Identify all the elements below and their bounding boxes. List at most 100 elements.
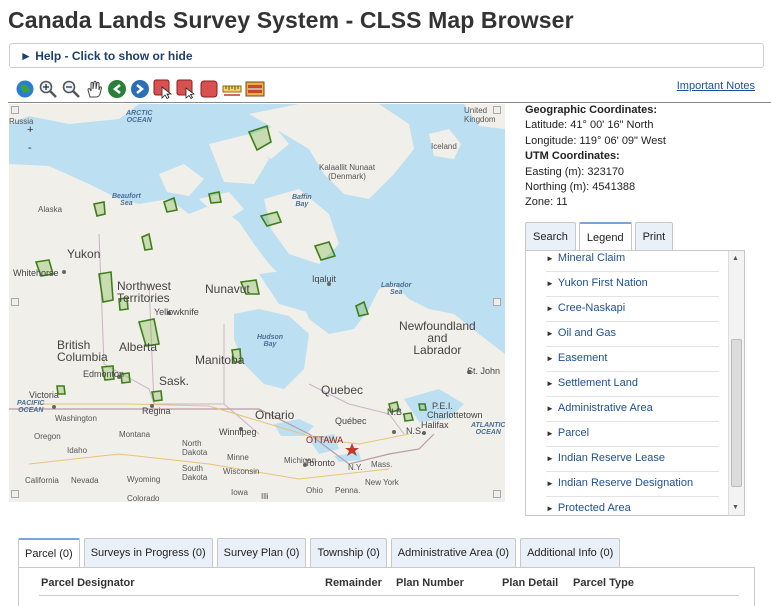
legend-item-parcel[interactable]: ► Parcel (546, 422, 719, 447)
tab-township[interactable]: Township (0) (310, 538, 387, 567)
zoom-out-icon[interactable] (61, 79, 81, 99)
label-ottawa: OTTAWA (306, 435, 344, 445)
label-nevada: Nevada (71, 476, 99, 485)
map-zoom-out[interactable]: - (28, 142, 32, 154)
label-british-columbia: British Columbia (57, 338, 108, 364)
label-nwt: Northwest Territories (117, 279, 172, 305)
label-quebec-city: Québec (335, 416, 367, 426)
label-manitoba: Manitoba (195, 353, 245, 367)
geo-coords-heading: Geographic Coordinates: (525, 104, 658, 116)
legend-item-protected-area[interactable]: ► Protected Area (546, 502, 631, 514)
legend-item-cree-naskapi[interactable]: ► Cree-Naskapi (546, 297, 719, 322)
legend-item-yukon-first-nation[interactable]: ► Yukon First Nation (546, 272, 719, 297)
map-view[interactable]: + - Russia ARCTIC OCEAN Kalaallit Nunaat… (9, 104, 505, 502)
latitude-value: Latitude: 41° 00' 16" North (525, 119, 654, 132)
easting-value: Easting (m): 323170 (525, 165, 625, 178)
utm-coords-heading: UTM Coordinates: (525, 150, 620, 163)
map-scale-icon[interactable] (245, 79, 265, 99)
select-arrow-icon[interactable] (153, 79, 173, 99)
measure-ruler-icon[interactable] (222, 79, 242, 99)
coordinates-panel: Geographic Coordinates: Latitude: 41° 00… (525, 103, 666, 211)
label-nunavut: Nunavut (205, 282, 250, 296)
col-remainder[interactable]: Remainder (325, 577, 382, 589)
label-ontario: Ontario (255, 408, 295, 422)
tab-legend[interactable]: Legend (578, 222, 632, 252)
col-parcel-type[interactable]: Parcel Type (573, 577, 634, 589)
important-notes-link[interactable]: Important Notes (676, 80, 755, 92)
pan-se-icon[interactable] (493, 490, 501, 498)
col-plan-detail[interactable]: Plan Detail (502, 577, 559, 589)
label-mass: Mass. (371, 460, 393, 469)
label-michigan: Michigan (284, 456, 317, 465)
scroll-thumb[interactable] (731, 339, 742, 487)
label-sask: Sask. (159, 374, 190, 388)
pan-hand-icon[interactable] (84, 79, 104, 99)
col-parcel-designator[interactable]: Parcel Designator (41, 577, 135, 589)
scroll-down-icon[interactable]: ▼ (732, 504, 739, 511)
globe-icon[interactable] (15, 79, 35, 99)
label-whitehorse: Whitehorse (13, 268, 59, 278)
tab-additional-info[interactable]: Additional Info (0) (520, 538, 621, 567)
label-winnipeg: Winnipeg (219, 427, 257, 437)
forward-arrow-icon[interactable] (130, 79, 150, 99)
label-yellowknife: Yellowknife (154, 307, 199, 317)
label-washington: Washington (55, 414, 97, 423)
label-wisconsin: Wisconsin (223, 467, 260, 476)
label-south-dakota: South Dakota (182, 464, 208, 482)
toolbar-divider (8, 102, 771, 103)
label-russia: Russia (9, 117, 34, 126)
label-quebec: Quebec (321, 383, 364, 397)
map-zoom-in[interactable]: + (27, 124, 34, 136)
label-beaufort-sea: Beaufort Sea (112, 193, 141, 207)
parcel-table: Parcel Designator Remainder Plan Number … (18, 567, 755, 606)
legend-item-settlement-land[interactable]: ► Settlement Land (546, 372, 719, 397)
legend-scrollbar[interactable]: ▲ ▼ (728, 251, 744, 515)
label-ohio: Ohio (306, 486, 323, 495)
stop-icon[interactable] (199, 79, 219, 99)
pan-w-icon[interactable] (11, 298, 19, 306)
label-st-john: St. John (467, 366, 501, 376)
label-oregon: Oregon (34, 432, 61, 441)
tab-administrative-area[interactable]: Administrative Area (0) (390, 538, 517, 567)
label-idaho: Idaho (67, 446, 88, 455)
label-yukon: Yukon (67, 247, 101, 261)
tab-parcel[interactable]: Parcel (0) (18, 538, 80, 568)
tab-print[interactable]: Print (634, 222, 674, 251)
label-alberta: Alberta (119, 340, 158, 354)
pan-nw-icon[interactable] (11, 106, 19, 114)
label-atlantic-ocean: ATLANTIC OCEAN (471, 422, 505, 436)
label-united-kingdom: United Kingdom (464, 106, 496, 124)
pan-e-icon[interactable] (493, 298, 501, 306)
pan-sw-icon[interactable] (11, 490, 19, 498)
label-charlottetown: Charlottetown (427, 410, 483, 420)
label-minnesota: Minne (227, 453, 249, 462)
label-toronto: Toronto (305, 458, 336, 468)
zoom-in-icon[interactable] (38, 79, 58, 99)
label-california: California (25, 476, 59, 485)
scroll-up-icon[interactable]: ▲ (732, 255, 739, 262)
legend-item-mineral-claim[interactable]: ► Mineral Claim (546, 251, 719, 272)
label-baffin-bay: Baffin Bay (292, 194, 312, 208)
label-halifax: Halifax (421, 420, 449, 430)
tab-survey-plan[interactable]: Survey Plan (0) (216, 538, 307, 567)
legend-item-indian-reserve-lease[interactable]: ► Indian Reserve Lease (546, 447, 719, 472)
legend-item-indian-reserve-designation[interactable]: ► Indian Reserve Designation (546, 472, 719, 497)
legend-item-easement[interactable]: ► Easement (546, 347, 719, 372)
zone-value: Zone: 11 (525, 196, 568, 209)
label-wyoming: Wyoming (127, 475, 161, 484)
legend-item-administrative-area[interactable]: ► Administrative Area (546, 397, 719, 422)
pan-ne-icon[interactable] (493, 106, 501, 114)
back-arrow-icon[interactable] (107, 79, 127, 99)
label-iceland: Iceland (431, 142, 457, 151)
tab-surveys-in-progress[interactable]: Surveys in Progress (0) (83, 538, 213, 567)
label-newfoundland: Newfoundland and Labrador (399, 319, 476, 357)
help-toggle[interactable]: ► Help - Click to show or hide (9, 43, 764, 68)
select-box-icon[interactable] (176, 79, 196, 99)
legend-item-oil-and-gas[interactable]: ► Oil and Gas (546, 322, 719, 347)
label-edmonton: Edmonton (83, 369, 125, 379)
col-plan-number[interactable]: Plan Number (396, 577, 464, 589)
label-kalaallit: Kalaallit Nunaat (Denmark) (319, 163, 376, 181)
label-iowa: Iowa (231, 488, 248, 497)
tab-search[interactable]: Search (525, 222, 576, 251)
map-basemap (9, 104, 505, 502)
